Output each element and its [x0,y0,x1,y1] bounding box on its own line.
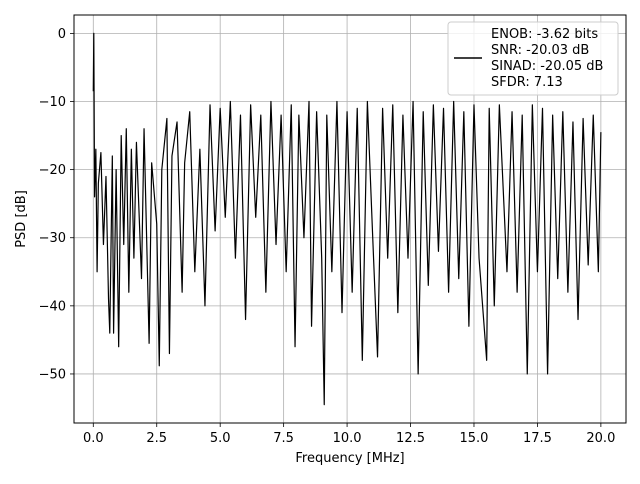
x-tick-label: 10.0 [333,431,362,446]
y-axis-label: PSD [dB] [14,190,29,248]
y-tick-label: −50 [39,367,66,382]
legend-sfdr: SFDR: 7.13 [491,75,563,90]
x-tick-label: 12.5 [396,431,425,446]
x-tick-label: 7.5 [273,431,294,446]
x-tick-label: 20.0 [586,431,615,446]
legend: ENOB: -3.62 bits SNR: -20.03 dB SINAD: -… [447,21,619,96]
y-tick-label: −20 [39,163,66,178]
x-tick-label: 17.5 [523,431,552,446]
x-tick-label: 5.0 [210,431,231,446]
x-tick-label: 15.0 [460,431,489,446]
legend-enob: ENOB: -3.62 bits [491,27,598,42]
legend-sinad: SINAD: -20.05 dB [491,59,603,74]
plot-area [92,32,602,406]
y-tick-label: −40 [39,299,66,314]
y-tick-label: −30 [39,231,66,246]
psd-series-line [92,32,602,406]
y-tick-label: −10 [39,95,66,110]
legend-box [447,21,619,96]
x-tick-label: 0.0 [83,431,104,446]
x-tick-label: 2.5 [146,431,167,446]
axes-frame [73,14,627,424]
x-axis-label: Frequency [MHz] [295,451,404,466]
y-tick-label: 0 [58,27,66,42]
legend-snr: SNR: -20.03 dB [491,43,589,58]
axis-ticks: 0.0 2.5 5.0 7.5 10.0 12.5 15.0 17.5 20.0 0 −10 −20 −… [39,27,616,446]
